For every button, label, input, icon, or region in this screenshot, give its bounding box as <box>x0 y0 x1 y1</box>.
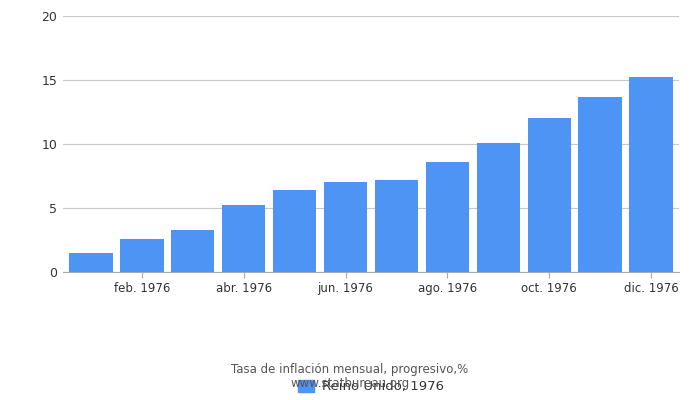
Bar <box>324 182 368 272</box>
Bar <box>426 162 469 272</box>
Legend: Reino Unido, 1976: Reino Unido, 1976 <box>293 374 449 398</box>
Text: Tasa de inflación mensual, progresivo,%: Tasa de inflación mensual, progresivo,% <box>232 364 468 376</box>
Text: www.statbureau.org: www.statbureau.org <box>290 378 410 390</box>
Bar <box>629 78 673 272</box>
Bar <box>69 253 113 272</box>
Bar <box>273 190 316 272</box>
Bar <box>120 239 164 272</box>
Bar <box>222 206 265 272</box>
Bar <box>528 118 570 272</box>
Bar <box>172 230 214 272</box>
Bar <box>374 180 418 272</box>
Bar <box>477 143 520 272</box>
Bar <box>578 97 622 272</box>
